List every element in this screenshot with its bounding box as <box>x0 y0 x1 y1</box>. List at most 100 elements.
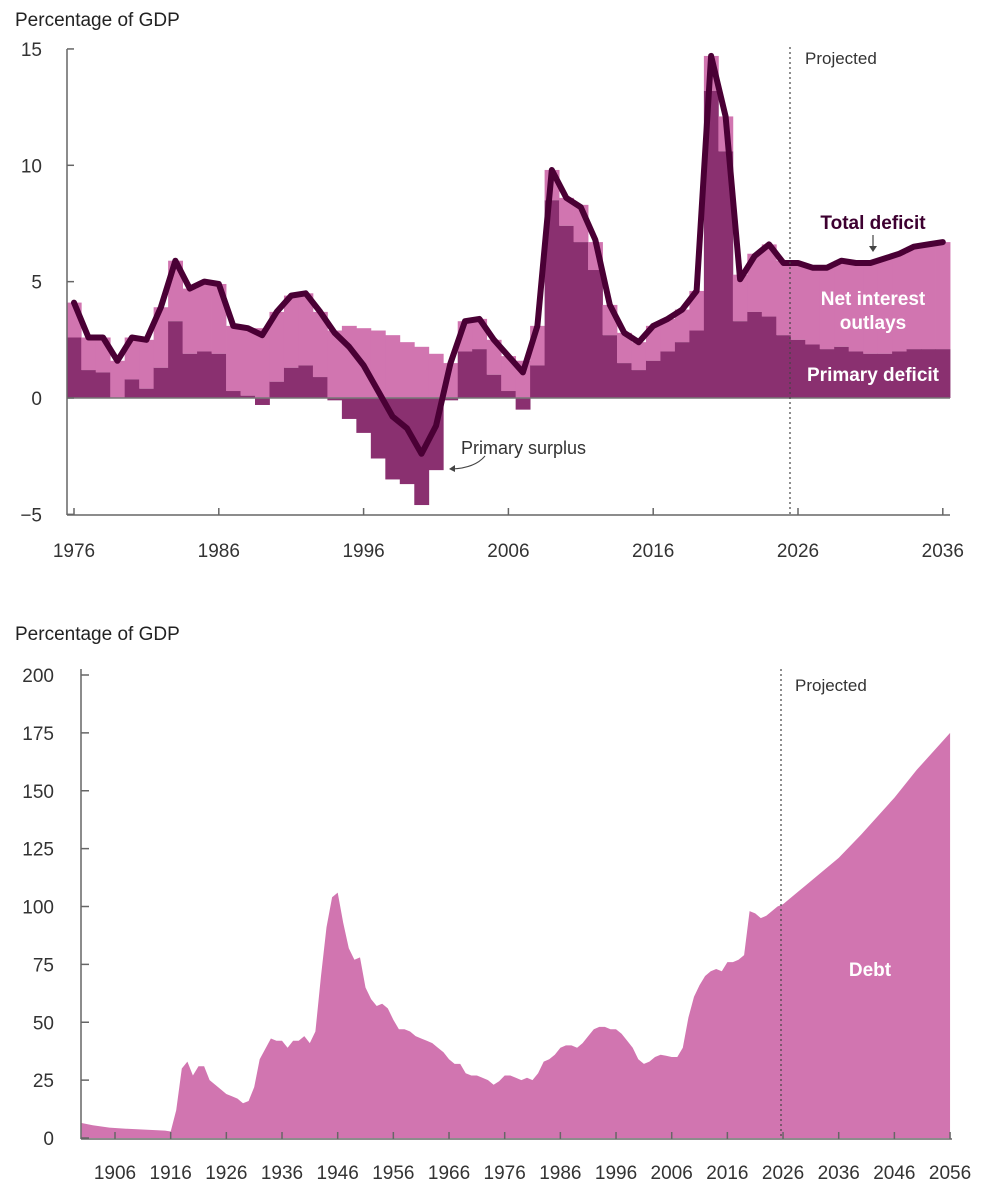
net-interest-bar <box>805 267 821 345</box>
net-interest-bar <box>819 267 835 350</box>
bottom-y-ticks: 200 175 150 125 100 75 50 25 0 <box>22 666 89 1150</box>
y-tick-label: 50 <box>33 1013 54 1034</box>
primary-deficit-bar <box>501 391 517 398</box>
x-tick-label: 2016 <box>632 541 674 562</box>
primary-deficit-bar <box>689 330 705 398</box>
net-interest-bar <box>312 311 328 378</box>
primary-deficit-bar <box>240 395 256 398</box>
y-tick-label: 200 <box>22 666 54 687</box>
primary-deficit-bar <box>732 321 748 398</box>
net-interest-bar <box>935 242 951 350</box>
x-tick-label: 1916 <box>150 1163 192 1184</box>
deficit-chart: Percentage of GDP 15 10 5 0 −5 1976 1986 1996 2… <box>15 10 964 562</box>
x-tick-label: 2056 <box>929 1163 971 1184</box>
primary-deficit-bar <box>776 335 792 398</box>
net-interest-bar <box>747 253 763 312</box>
y-tick-label: 150 <box>22 782 54 803</box>
net-interest-bar <box>732 274 748 322</box>
total-deficit-label: Total deficit <box>820 213 926 234</box>
x-tick-label: 2026 <box>777 541 819 562</box>
net-interest-bar <box>892 253 907 352</box>
net-interest-bar <box>255 328 270 398</box>
primary-deficit-bar <box>703 90 719 398</box>
bottom-projected-label: Projected <box>795 676 867 695</box>
primary-deficit-bar <box>805 344 821 398</box>
x-tick-label: 1926 <box>205 1163 247 1184</box>
primary-surplus-bar <box>327 398 343 401</box>
y-tick-label: 75 <box>33 955 54 976</box>
x-tick-label: 2026 <box>762 1163 804 1184</box>
primary-deficit-label: Primary deficit <box>807 365 940 386</box>
net-interest-bar <box>283 295 299 368</box>
net-interest-bar <box>240 328 256 396</box>
net-interest-bar <box>906 246 922 350</box>
net-interest-bar <box>269 311 285 382</box>
net-interest-bar <box>226 325 241 392</box>
primary-deficit-bar <box>631 370 647 398</box>
primary-deficit-bar <box>457 351 473 398</box>
net-interest-bar <box>877 258 893 354</box>
total-deficit-line-group <box>71 52 946 457</box>
primary-surplus-bar <box>515 398 531 410</box>
net-interest-bar <box>81 337 97 371</box>
primary-deficit-bar <box>588 270 603 398</box>
x-tick-label: 2016 <box>706 1163 748 1184</box>
x-tick-label: 1936 <box>261 1163 303 1184</box>
primary-deficit-bar <box>182 353 198 398</box>
net-interest-bar <box>182 288 198 354</box>
primary-deficit-bar <box>283 367 299 398</box>
net-interest-bar <box>559 197 574 226</box>
primary-deficit-bar <box>935 349 951 398</box>
primary-surplus-bar <box>341 398 357 419</box>
net-interest-bar <box>139 339 155 389</box>
top-y-unit-label: Percentage of GDP <box>15 10 180 31</box>
primary-deficit-bar <box>269 381 285 398</box>
total-deficit-arrow-icon <box>869 235 877 252</box>
primary-deficit-bar <box>197 351 212 398</box>
primary-deficit-bar <box>877 353 893 398</box>
primary-deficit-bar <box>211 353 227 398</box>
primary-deficit-bar <box>573 242 589 398</box>
y-tick-label: 5 <box>31 273 42 294</box>
bottom-y-unit-label: Percentage of GDP <box>15 624 180 645</box>
primary-surplus-bar <box>370 398 386 459</box>
debt-chart: Percentage of GDP 200 175 150 125 100 75 50 25 0… <box>15 624 971 1184</box>
net-interest-bar <box>385 335 401 398</box>
primary-deficit-bar <box>761 316 777 398</box>
x-tick-label: 1946 <box>317 1163 359 1184</box>
primary-surplus-arrow-icon <box>449 455 486 472</box>
x-tick-label: 2006 <box>651 1163 693 1184</box>
x-tick-label: 2046 <box>873 1163 915 1184</box>
debt-area <box>81 732 951 1138</box>
net-interest-bar <box>761 244 777 317</box>
net-interest-bar <box>689 290 705 331</box>
x-tick-label: 2036 <box>922 541 964 562</box>
primary-deficit-bar <box>298 365 314 398</box>
net-interest-label-line2: outlays <box>840 313 907 334</box>
net-interest-bar <box>197 281 212 352</box>
x-tick-label: 1996 <box>595 1163 637 1184</box>
primary-deficit-bar <box>544 200 560 398</box>
primary-deficit-bar <box>81 370 97 398</box>
primary-deficit-bar <box>674 342 690 398</box>
primary-deficit-bar <box>819 349 835 398</box>
net-interest-bar <box>645 325 661 361</box>
primary-deficit-bar <box>892 351 907 398</box>
primary-deficit-bar <box>660 351 676 398</box>
primary-deficit-bar <box>124 379 140 398</box>
primary-deficit-bar <box>718 151 734 398</box>
y-tick-label: 100 <box>22 898 54 919</box>
net-interest-bar <box>834 260 850 347</box>
y-tick-label: 15 <box>21 40 42 61</box>
primary-surplus-bar <box>356 398 372 433</box>
total-deficit-line <box>71 52 946 457</box>
top-y-ticks: 15 10 5 0 −5 <box>20 40 74 526</box>
net-interest-bar <box>414 346 430 398</box>
primary-deficit-bar <box>95 372 111 398</box>
primary-deficit-bar <box>863 353 879 398</box>
x-tick-label: 1986 <box>539 1163 581 1184</box>
primary-deficit-bar <box>834 346 850 398</box>
net-interest-bar <box>110 360 126 398</box>
x-tick-label: 1996 <box>342 541 384 562</box>
